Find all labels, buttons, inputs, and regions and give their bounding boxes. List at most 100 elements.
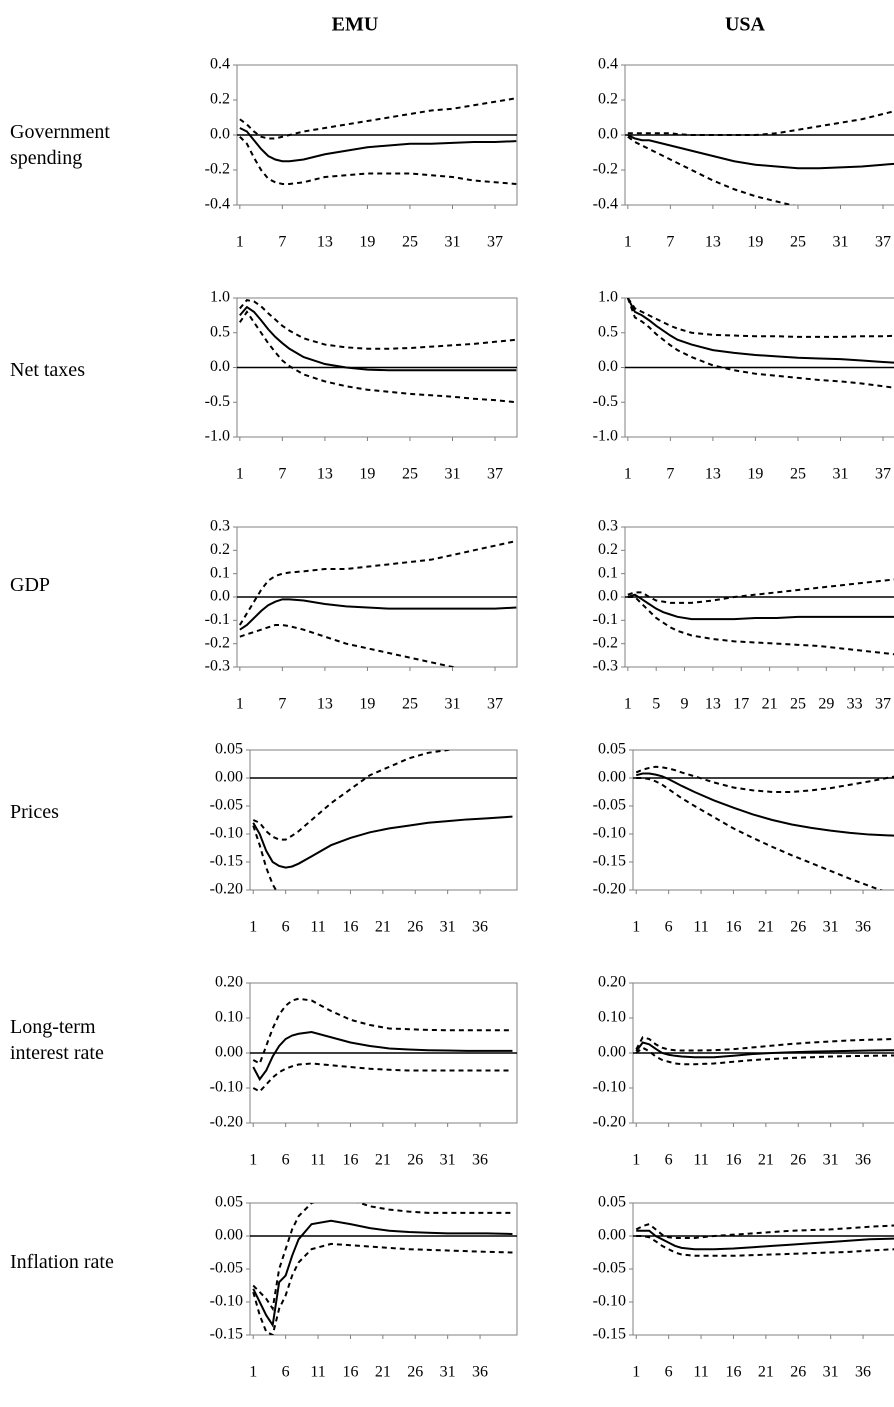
y-tick-label: -0.05: [593, 797, 626, 814]
x-tick-label: 6: [282, 919, 290, 936]
x-tick-label: 25: [790, 234, 806, 251]
x-tick-label: 6: [282, 1152, 290, 1169]
x-tick-label: 31: [823, 1364, 839, 1381]
x-tick-label: 21: [758, 919, 774, 936]
chart: 0.050.00-0.05-0.10-0.15-0.201 6 11 16 21 26 31…: [210, 741, 518, 936]
y-tick-label: -0.15: [210, 1326, 243, 1343]
x-tick-label: 26: [407, 1364, 423, 1381]
x-tick-label: 1: [624, 466, 632, 483]
chart: 0.3 0.2 0.1 0.0 -0.1 -0.2 -0.3 1 5 9 13 17 21 25 29 33 3…: [593, 518, 894, 713]
y-tick-label: -0.3: [593, 658, 618, 675]
x-tick-label: 1: [236, 466, 244, 483]
confidence-band: [627, 298, 894, 338]
impulse-response: [636, 1229, 894, 1251]
x-tick-label: 13: [705, 696, 721, 713]
y-tick-label: -0.20: [210, 1114, 243, 1131]
x-tick-label: 21: [758, 1152, 774, 1169]
row-title: Net taxes: [10, 359, 85, 381]
x-tick-label: 33: [847, 696, 863, 713]
x-tick-label: 1: [632, 1152, 640, 1169]
x-tick-label: 7: [278, 234, 286, 251]
confidence-band: [635, 1036, 894, 1052]
x-tick-label: 26: [790, 1152, 806, 1169]
x-tick-label: 16: [342, 1364, 358, 1381]
chart: 1.0 0.5 0.0 -0.5 -1.0 1 7 13 19 25 31 37: [205, 289, 518, 483]
y-tick-label: 0.10: [215, 1009, 243, 1026]
plot-frame: [249, 749, 518, 891]
y-tick-label: 0.00: [215, 1227, 243, 1244]
x-tick-label: 1: [249, 1152, 257, 1169]
y-tick-label: 0.0: [598, 126, 618, 143]
y-tick-label: 0.3: [598, 518, 618, 535]
chart: 0.200.100.00-0.10-0.201 6 11 16 21 26 31 36: [210, 974, 518, 1169]
x-tick-label: 36: [855, 919, 871, 936]
y-tick-label: 0.0: [210, 358, 230, 375]
row-title: Government spending: [10, 121, 110, 169]
confidence-band: [238, 540, 517, 626]
confidence-band: [636, 777, 884, 890]
y-tick-label: -0.2: [593, 161, 618, 178]
y-tick-label: -0.05: [593, 1260, 626, 1277]
x-tick-label: 31: [440, 919, 456, 936]
x-tick-label: 29: [818, 696, 834, 713]
confidence-band: [252, 1203, 513, 1312]
y-tick-label: 0.00: [598, 1044, 626, 1061]
impulse-response: [239, 127, 517, 163]
x-tick-label: 19: [359, 234, 375, 251]
y-tick-label: 0.05: [598, 741, 626, 758]
y-tick-label: 0.0: [210, 588, 230, 605]
x-tick-label: 21: [762, 696, 778, 713]
x-tick-label: 26: [407, 1152, 423, 1169]
x-tick-label: 31: [444, 234, 460, 251]
impulse-response: [635, 1041, 894, 1059]
x-tick-label: 37: [487, 466, 503, 483]
x-tick-label: 11: [310, 1152, 325, 1169]
y-tick-label: -0.10: [593, 1293, 626, 1310]
x-tick-label: 16: [725, 919, 741, 936]
confidence-band: [635, 765, 894, 793]
x-tick-label: 7: [666, 466, 674, 483]
x-tick-label: 36: [472, 1364, 488, 1381]
x-tick-label: 6: [665, 1364, 673, 1381]
y-tick-label: -0.05: [210, 1260, 243, 1277]
x-tick-label: 36: [855, 1364, 871, 1381]
y-tick-label: -0.20: [210, 881, 243, 898]
x-tick-label: 36: [472, 1152, 488, 1169]
confidence-band: [252, 1062, 513, 1093]
row-title: Inflation rate: [10, 1251, 114, 1273]
plot-frame: [632, 1202, 894, 1336]
impulse-response: [252, 1030, 513, 1082]
x-tick-label: 13: [705, 466, 721, 483]
x-tick-label: 7: [278, 696, 286, 713]
chart: 1.0 0.5 0.0 -0.5 -1.0 1 7 13 19 25 31 37: [593, 289, 894, 483]
x-tick-label: 25: [790, 696, 806, 713]
y-tick-label: 0.10: [598, 1009, 626, 1026]
x-tick-label: 21: [375, 1152, 391, 1169]
x-tick-label: 13: [317, 466, 333, 483]
y-tick-label: -1.0: [593, 428, 618, 445]
row-title: Long-term interest rate: [10, 1016, 104, 1064]
y-tick-label: 0.00: [215, 1044, 243, 1061]
y-tick-label: 0.20: [215, 974, 243, 991]
x-tick-label: 16: [725, 1152, 741, 1169]
y-tick-label: -0.15: [593, 1326, 626, 1343]
confidence-band: [636, 1235, 894, 1257]
x-tick-label: 11: [693, 919, 708, 936]
y-tick-label: -0.15: [593, 853, 626, 870]
chart: 0.050.00-0.05-0.10-0.15-0.201 6 11 16 21 26 31…: [593, 741, 894, 936]
x-tick-label: 6: [282, 1364, 290, 1381]
y-tick-label: -0.3: [205, 658, 230, 675]
x-tick-label: 21: [758, 1364, 774, 1381]
x-tick-label: 31: [823, 1152, 839, 1169]
y-tick-label: -0.4: [205, 196, 230, 213]
impulse-response: [239, 305, 517, 372]
x-tick-label: 11: [693, 1152, 708, 1169]
confidence-band: [626, 298, 894, 389]
chart: 0.4 0.2 0.0 -0.2 -0.4 1 7 13 19 25 31 37: [593, 56, 894, 251]
x-tick-label: 19: [359, 466, 375, 483]
y-tick-label: 0.05: [215, 741, 243, 758]
x-tick-label: 11: [310, 919, 325, 936]
y-tick-label: -0.05: [210, 797, 243, 814]
x-tick-label: 36: [855, 1152, 871, 1169]
